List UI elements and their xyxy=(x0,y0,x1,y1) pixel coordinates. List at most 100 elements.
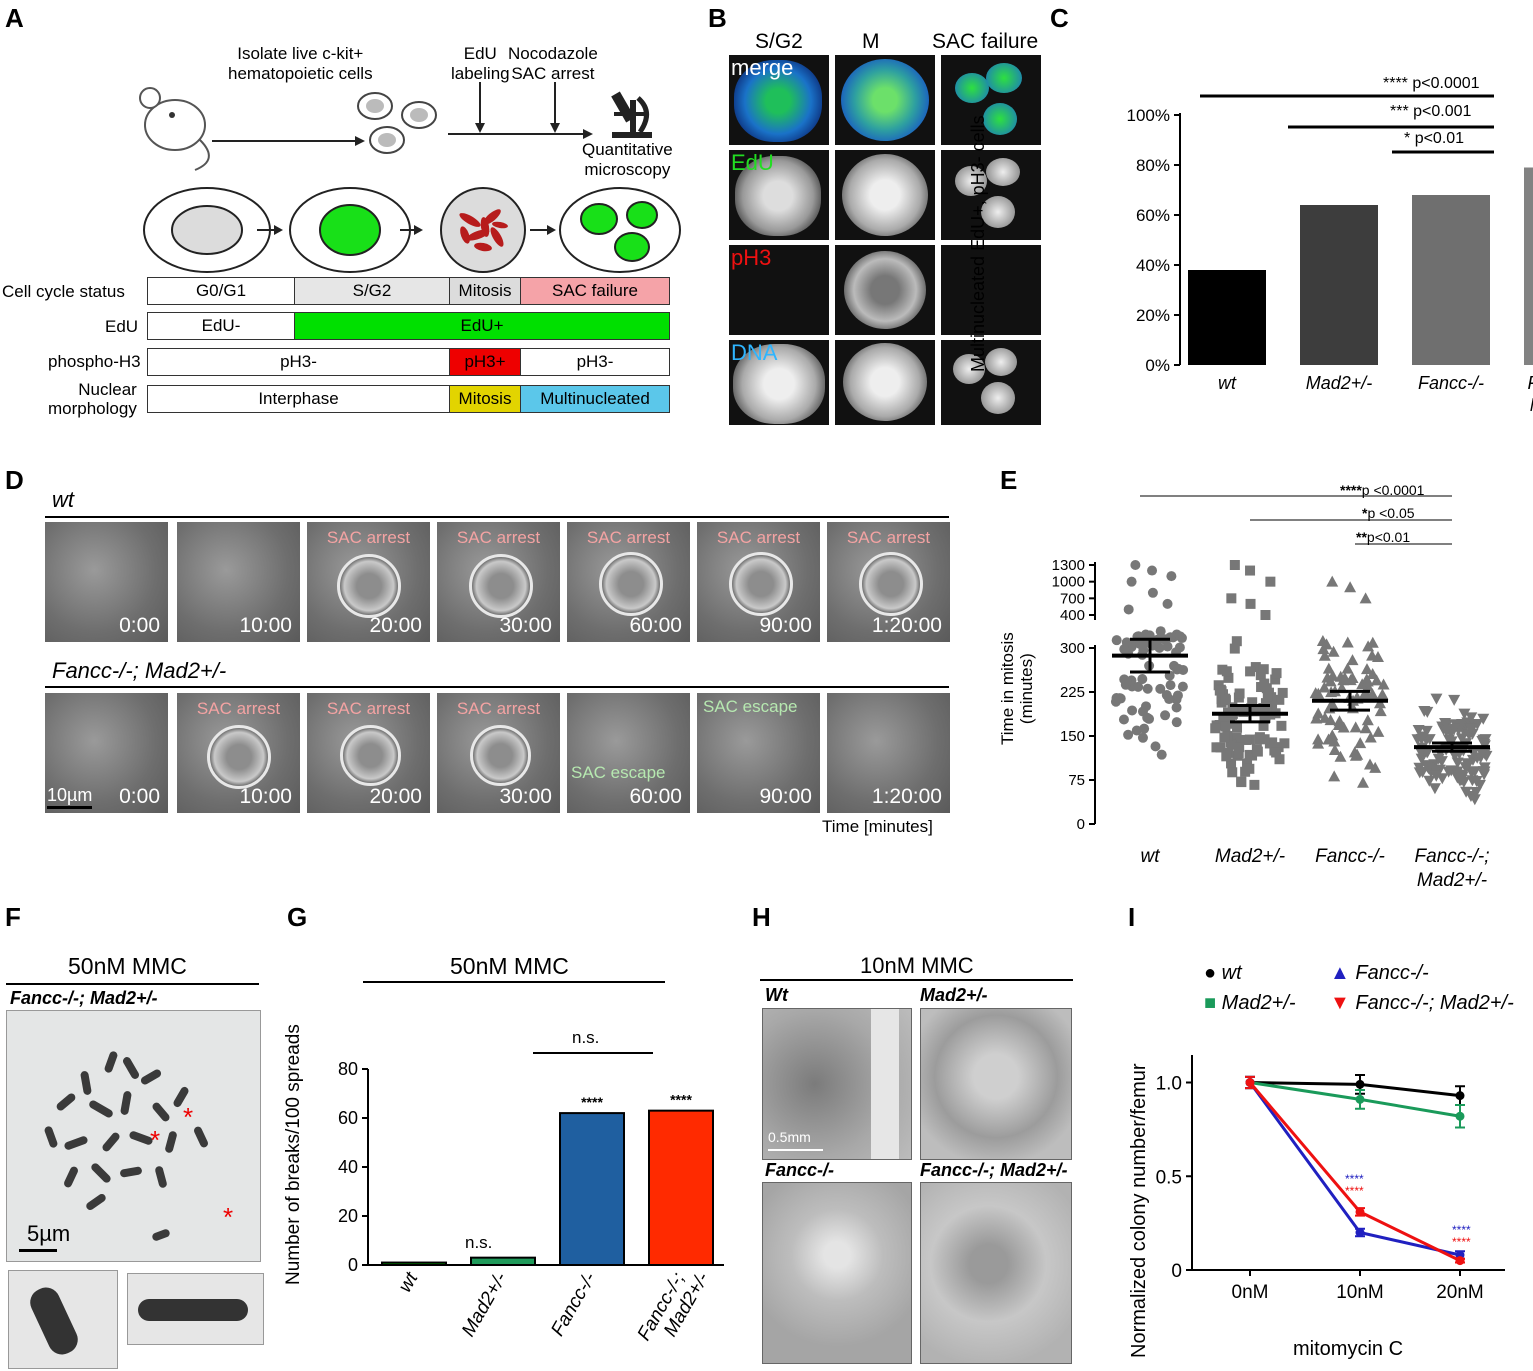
row-label-cell-cycle: Cell cycle status xyxy=(2,282,125,301)
e-point xyxy=(1463,729,1476,741)
e-point xyxy=(1221,666,1232,677)
e-point xyxy=(1121,676,1132,687)
panel-label-h: H xyxy=(752,902,771,932)
h-image-wt: 0.5mm xyxy=(762,1008,912,1160)
e-ytick-label: 225 xyxy=(1060,684,1085,701)
e-point xyxy=(1119,644,1130,655)
g-ytick-label: 60 xyxy=(338,1108,358,1128)
b-merge-sac xyxy=(941,55,1041,145)
i-point xyxy=(1245,1078,1255,1087)
e-point-high xyxy=(1147,565,1158,576)
c-ylabel: Multinucleated EdU+, pH3- cells xyxy=(968,115,988,372)
c-ytick-label: 100% xyxy=(1127,106,1170,125)
panel-label-g: G xyxy=(287,902,308,932)
d-mut-frame-4: SAC escape 60:00 xyxy=(567,693,690,813)
e-point xyxy=(1138,639,1149,650)
g-stars: **** xyxy=(581,1094,603,1110)
e-point-high xyxy=(1265,576,1276,587)
i-xtick-label: 20nM xyxy=(1436,1282,1484,1303)
i-stars-blue-2: **** xyxy=(1452,1223,1471,1237)
edu-pos: EdU+ xyxy=(294,312,670,340)
cell-stage-diagram xyxy=(143,187,681,273)
e-point xyxy=(1364,731,1377,743)
e-point xyxy=(1455,733,1468,745)
b-row-edu: EdU xyxy=(731,150,774,175)
e-point xyxy=(1273,742,1284,753)
d-wt-frame-1: 10:00 xyxy=(177,522,300,642)
e-ytick-label: 1300 xyxy=(1052,557,1085,574)
f-scale: 5µm xyxy=(27,1221,71,1246)
i-ylabel: Normalized colony number/femur xyxy=(1128,1063,1150,1358)
f-title-rule xyxy=(6,983,259,985)
e-point xyxy=(1142,712,1153,723)
c-xtick-label: Fancc-/-; xyxy=(1527,373,1533,393)
e-point xyxy=(1366,649,1379,661)
g-title: 50nM MMC xyxy=(450,953,569,979)
e-point xyxy=(1471,719,1484,731)
g-xtick-label: wt xyxy=(395,1268,423,1296)
g-stars: **** xyxy=(670,1092,692,1108)
e-point xyxy=(1460,786,1473,798)
c-sig-2-stars: *** xyxy=(1390,103,1409,120)
d-mut-esc-5: SAC escape xyxy=(703,697,798,716)
f-spread-image: * * * 5µm xyxy=(6,1010,261,1262)
g-ytick-label: 20 xyxy=(338,1206,358,1226)
morph-mitosis: Mitosis xyxy=(449,385,521,413)
c-sig-2-text: p<0.001 xyxy=(1413,103,1472,120)
e-point xyxy=(1220,695,1231,706)
d-wt-time-0: 0:00 xyxy=(119,614,160,637)
c-xtick-label: wt xyxy=(1218,373,1237,393)
h-image-mad2 xyxy=(920,1008,1072,1160)
e-point-high xyxy=(1130,560,1141,570)
h-scale-bar xyxy=(768,1149,823,1151)
isolate-text: Isolate live c-kit+ hematopoietic cells xyxy=(228,44,373,83)
e-sig-2-text: p <0.05 xyxy=(1367,505,1415,521)
e-point xyxy=(1271,668,1282,679)
e-point xyxy=(1477,713,1490,725)
e-point xyxy=(1478,738,1491,750)
g-ylabel: Number of breaks/100 spreads xyxy=(283,1024,304,1285)
d-mut-time-6: 1:20:00 xyxy=(871,785,942,808)
e-point xyxy=(1232,722,1243,733)
h-title-rule xyxy=(760,979,1073,981)
e-sig-1-text: p <0.0001 xyxy=(1361,482,1425,498)
e-point xyxy=(1413,767,1426,779)
row-label-phospho: phospho-H3 xyxy=(48,352,141,371)
e-point xyxy=(1474,752,1487,764)
e-point xyxy=(1133,681,1144,692)
panel-label-a: A xyxy=(5,3,24,33)
e-point xyxy=(1432,753,1445,765)
e-point xyxy=(1328,743,1341,755)
d-mut-time-2: 20:00 xyxy=(369,785,422,808)
e-point xyxy=(1262,691,1273,702)
ph3-neg-2: pH3- xyxy=(520,348,670,376)
d-mut-time-1: 10:00 xyxy=(239,785,292,808)
b-edu-sac xyxy=(941,150,1041,240)
e-point xyxy=(1137,732,1148,743)
e-point xyxy=(1334,750,1347,762)
chart-i: 0 0.5 1.0 0nM 10nM 20nM xyxy=(1156,1055,1505,1303)
morph-interphase: Interphase xyxy=(147,385,450,413)
e-sig-1: ****p <0.0001 xyxy=(1340,482,1424,498)
b-merge-sg2 xyxy=(729,55,829,145)
i-stars-red-2: **** xyxy=(1452,1235,1471,1249)
e-point xyxy=(1458,708,1471,720)
d-wt-sac-6: SAC arrest xyxy=(846,528,931,547)
morph-multinucleated: Multinucleated xyxy=(520,385,670,413)
e-sig-2-stars: * xyxy=(1362,505,1368,521)
b-ph3-sg2 xyxy=(729,245,829,335)
e-point xyxy=(1258,720,1269,731)
i-legend-wt: ● wt xyxy=(1204,962,1242,984)
g-title-rule xyxy=(363,981,665,983)
e-point xyxy=(1277,687,1288,698)
row-label-nuclear: Nuclear morphology xyxy=(48,380,137,418)
e-point xyxy=(1227,767,1238,778)
i-legend: ● wt ■ Mad2+/- ▲ Fancc-/- ▼ Fancc-/-; Ma… xyxy=(1200,962,1530,1032)
d-wt-time-1: 10:00 xyxy=(239,614,292,637)
d-mut-frame-5: SAC escape 90:00 xyxy=(697,693,820,813)
e-point xyxy=(1358,688,1371,700)
panel-label-b: B xyxy=(708,3,727,33)
e-point xyxy=(1219,732,1230,743)
e-point-high xyxy=(1162,598,1173,609)
e-point-high xyxy=(1359,592,1372,604)
